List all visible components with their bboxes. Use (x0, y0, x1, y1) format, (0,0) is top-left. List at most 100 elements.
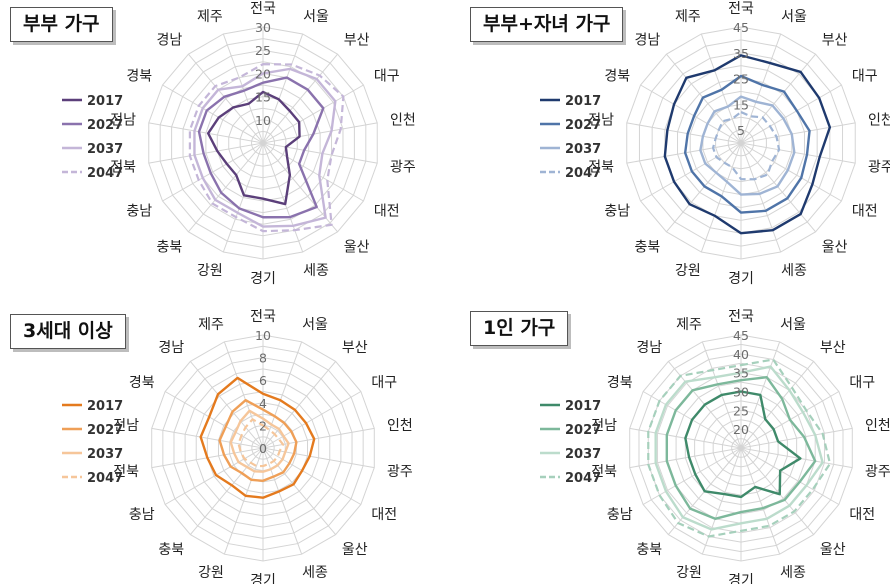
radial-tick-label: 15 (733, 97, 749, 112)
spoke-label: 세종 (303, 263, 329, 279)
legend-label: 2027 (565, 423, 601, 438)
spoke-line (740, 142, 842, 202)
spoke-line (223, 447, 264, 555)
spoke-line (740, 447, 815, 535)
spoke-label: 인천 (387, 418, 413, 434)
spoke-line (188, 53, 264, 144)
spoke-line (262, 33, 304, 144)
spoke-line (262, 391, 362, 449)
radial-tick-label: 10 (255, 328, 271, 343)
spoke-label: 울산 (820, 542, 846, 558)
legend-label: 2037 (565, 447, 601, 462)
legend-label: 2047 (87, 471, 123, 486)
spoke-line (262, 142, 304, 253)
spoke-label: 경기 (250, 271, 276, 287)
spoke-label: 부산 (820, 340, 846, 356)
chart-title: 부부+자녀 가구 (470, 7, 624, 42)
spoke-label: 서울 (781, 9, 807, 25)
spoke-label: 강원 (675, 263, 701, 279)
spoke-label: 전북 (591, 464, 617, 480)
spoke-label: 강원 (676, 565, 702, 581)
spoke-line (151, 427, 264, 449)
legend-label: 2017 (87, 399, 123, 414)
spoke-label: 부산 (342, 340, 368, 356)
spoke-label: 경기 (728, 271, 754, 287)
spoke-line (262, 84, 364, 144)
spoke-label: 경북 (607, 375, 633, 391)
spoke-label: 충남 (126, 204, 152, 220)
legend-label: 2037 (565, 142, 601, 157)
chart-title: 1인 가구 (470, 311, 569, 346)
spoke-line (148, 142, 264, 164)
spoke-label: 경남 (156, 33, 182, 49)
legend-label: 2027 (87, 118, 123, 133)
spoke-label: 인천 (390, 113, 416, 129)
legend-label: 2017 (565, 399, 601, 414)
spoke-line (640, 84, 742, 144)
spoke-line (262, 427, 375, 449)
radial-tick-label: 8 (259, 351, 267, 366)
spoke-label: 경남 (634, 33, 660, 49)
chart-title: 부부 가구 (10, 7, 113, 42)
spoke-label: 제주 (198, 317, 224, 333)
spoke-line (222, 33, 264, 144)
spoke-line (222, 142, 264, 253)
spoke-label: 대구 (374, 69, 400, 85)
spoke-label: 경북 (126, 69, 152, 85)
series-2017 (199, 376, 316, 499)
spoke-label: 경기 (250, 573, 276, 584)
radial-tick-label: 2 (259, 418, 267, 433)
spoke-line (262, 53, 338, 144)
spoke-line (262, 447, 362, 505)
spoke-line (148, 122, 264, 144)
spoke-label: 전국 (728, 1, 754, 17)
spoke-label: 세종 (781, 263, 807, 279)
spoke-line (740, 142, 782, 253)
series-2037 (699, 95, 796, 196)
radial-tick-label: 30 (733, 385, 749, 400)
spoke-line (740, 427, 853, 449)
legend-label: 2017 (565, 94, 601, 109)
spoke-label: 경기 (728, 573, 754, 584)
spoke-line (740, 122, 856, 144)
chart-title: 3세대 이상 (10, 314, 126, 349)
spoke-line (640, 142, 742, 202)
series-2027 (218, 399, 298, 482)
spoke-label: 광주 (387, 464, 413, 480)
spoke-label: 충북 (636, 542, 662, 558)
spoke-label: 세종 (780, 565, 806, 581)
spoke-line (262, 447, 303, 555)
spoke-label: 울산 (344, 239, 370, 255)
legend-label: 2037 (87, 142, 123, 157)
legend-label: 2047 (565, 166, 601, 181)
spoke-label: 전국 (728, 309, 754, 325)
legend-label: 2037 (87, 447, 123, 462)
spoke-line (262, 122, 378, 144)
radial-tick-label: 25 (255, 43, 271, 58)
spoke-label: 인천 (868, 113, 890, 129)
spoke-label: 대구 (371, 375, 397, 391)
spoke-label: 울산 (342, 542, 368, 558)
spoke-label: 서울 (303, 9, 329, 25)
radial-tick-label: 0 (259, 441, 267, 456)
spoke-label: 전국 (250, 309, 276, 325)
legend-label: 2047 (565, 471, 601, 486)
spoke-line (626, 142, 742, 164)
spoke-line (164, 447, 264, 505)
spoke-label: 충북 (156, 239, 182, 255)
spoke-label: 전남 (110, 113, 136, 129)
spoke-label: 전남 (588, 113, 614, 129)
spoke-label: 충남 (129, 507, 155, 523)
spoke-line (740, 84, 842, 144)
spoke-label: 전북 (588, 159, 614, 175)
radial-tick-label: 45 (733, 20, 749, 35)
spoke-label: 서울 (302, 317, 328, 333)
series-2047 (237, 418, 285, 468)
spoke-label: 충북 (158, 542, 184, 558)
spoke-line (740, 361, 815, 449)
spoke-line (740, 142, 856, 164)
spoke-label: 경북 (604, 69, 630, 85)
